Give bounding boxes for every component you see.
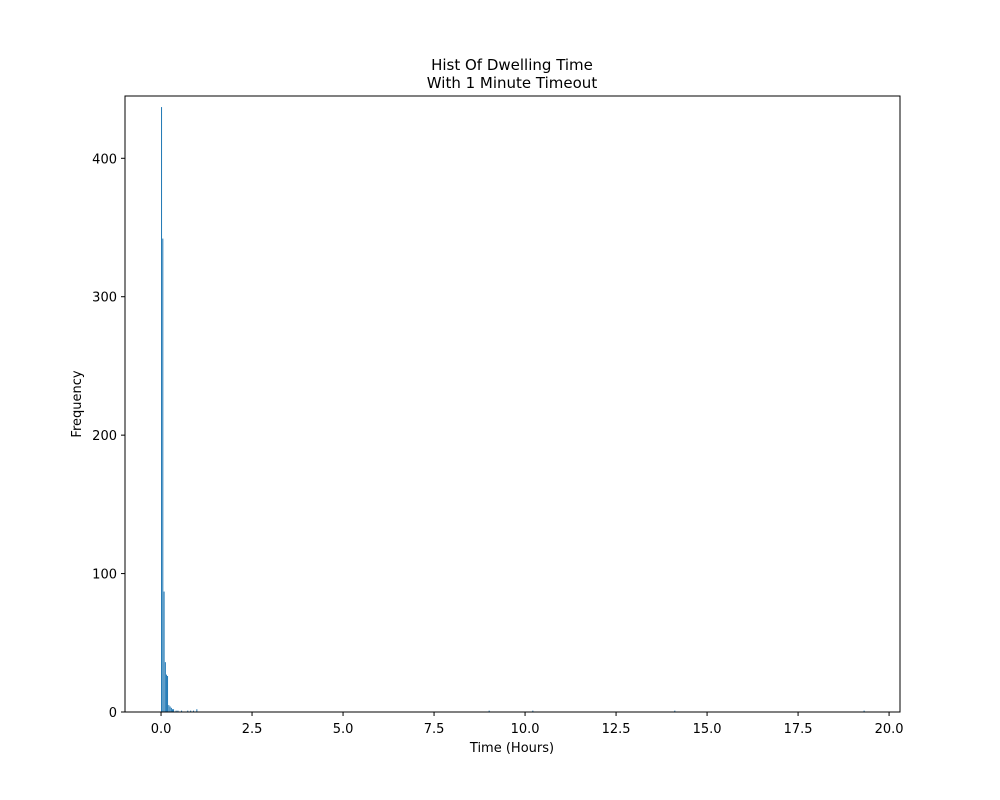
x-tick-label: 0.0 bbox=[151, 722, 172, 737]
histogram-bar bbox=[193, 710, 195, 712]
histogram-bar bbox=[181, 710, 183, 712]
y-axis-label: Frequency bbox=[70, 370, 85, 437]
histogram-bar bbox=[488, 710, 490, 712]
histogram-bar bbox=[532, 710, 534, 712]
histogram-bar bbox=[863, 710, 865, 712]
histogram-bar bbox=[175, 710, 177, 712]
histogram-bar bbox=[173, 709, 175, 712]
histogram-bars bbox=[161, 107, 865, 712]
histogram-bar bbox=[171, 709, 173, 712]
histogram-bar bbox=[163, 591, 165, 712]
y-axis-ticks: 0 100 200 300 400 bbox=[92, 152, 125, 721]
x-tick-label: 12.5 bbox=[602, 722, 631, 737]
histogram-bar bbox=[187, 710, 189, 712]
y-tick-label: 100 bbox=[92, 568, 117, 583]
x-tick-label: 2.5 bbox=[242, 722, 263, 737]
x-tick-label: 20.0 bbox=[875, 722, 904, 737]
x-tick-label: 15.0 bbox=[693, 722, 722, 737]
y-tick-label: 400 bbox=[92, 152, 117, 167]
histogram-bar bbox=[674, 710, 676, 712]
x-tick-label: 10.0 bbox=[511, 722, 540, 737]
x-axis-label: Time (Hours) bbox=[469, 741, 554, 756]
histogram-bar bbox=[170, 707, 172, 712]
y-tick-label: 200 bbox=[92, 429, 117, 444]
histogram-bar bbox=[169, 706, 171, 712]
histogram-bar bbox=[168, 705, 170, 712]
histogram-bar bbox=[196, 709, 198, 712]
x-tick-label: 5.0 bbox=[333, 722, 354, 737]
y-tick-label: 0 bbox=[109, 706, 117, 721]
y-tick-label: 300 bbox=[92, 291, 117, 306]
histogram-bar bbox=[165, 674, 167, 712]
histogram-bar bbox=[190, 710, 192, 712]
x-axis-ticks: 0.0 2.5 5.0 7.5 10.0 12.5 15.0 17.5 20.0 bbox=[151, 712, 904, 737]
histogram-bar bbox=[177, 710, 179, 712]
plot-frame bbox=[124, 95, 901, 713]
x-tick-label: 7.5 bbox=[424, 722, 445, 737]
histogram-bar bbox=[161, 107, 163, 712]
chart-title: Hist Of Dwelling Time bbox=[431, 56, 593, 74]
histogram-bar bbox=[167, 676, 169, 712]
chart-subtitle: With 1 Minute Timeout bbox=[427, 74, 598, 92]
x-tick-label: 17.5 bbox=[784, 722, 813, 737]
histogram-bar bbox=[164, 662, 166, 712]
histogram-bar bbox=[162, 238, 164, 712]
